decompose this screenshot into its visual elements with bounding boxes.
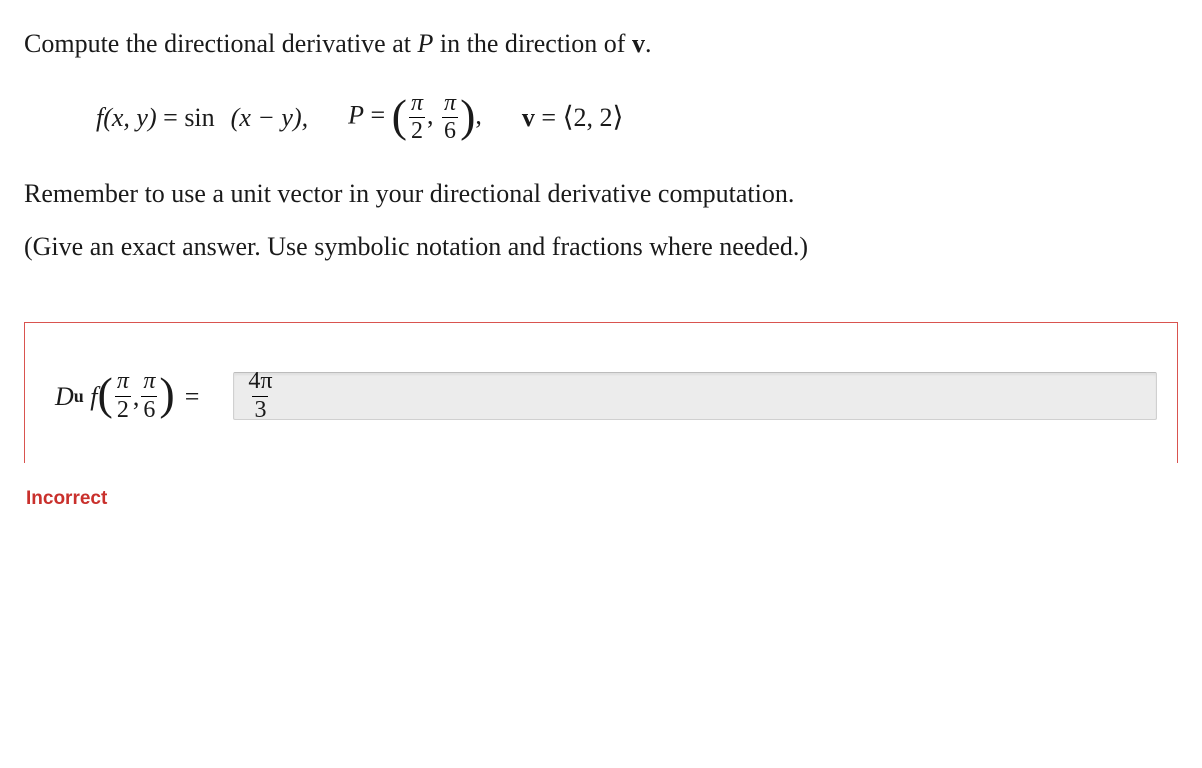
- v-label: v: [522, 103, 535, 132]
- P-equals: =: [364, 101, 392, 130]
- P-label: P: [348, 101, 364, 130]
- sin-args: (x − y),: [231, 103, 308, 132]
- P-comma: ,: [427, 101, 434, 130]
- answer-value-num: 4π: [246, 369, 274, 395]
- function-def: f(x, y) = sin(x − y),: [96, 98, 308, 137]
- f-symbol: f: [90, 377, 97, 416]
- answer-input-wrap: 4π3: [233, 372, 1157, 420]
- vector-var: v: [632, 29, 645, 58]
- angle-right: ⟩: [613, 102, 624, 133]
- equals: =: [157, 103, 185, 132]
- P-y-num: π: [442, 91, 458, 117]
- P-y-den: 6: [442, 117, 458, 144]
- f-args: (x, y): [103, 103, 156, 132]
- ans-x-num: π: [115, 369, 131, 395]
- answer-value-frac: 4π3: [246, 369, 274, 422]
- ans-y-den: 6: [141, 396, 157, 423]
- P-trail: ,: [475, 101, 482, 130]
- answer-label: Du f(π2, π6) =: [55, 369, 205, 422]
- answer-box: Du f(π2, π6) = 4π3: [24, 322, 1178, 462]
- status-badge: Incorrect: [26, 485, 1178, 514]
- angle-left: ⟨: [563, 102, 574, 133]
- answer-value-den: 3: [252, 396, 268, 423]
- question-text: Compute the directional derivative at P …: [24, 24, 1178, 63]
- sin: sin: [184, 103, 214, 132]
- ans-y-frac: π6: [141, 369, 157, 422]
- intro-text-2: in the direction of: [433, 29, 632, 58]
- ans-x-frac: π2: [115, 369, 131, 422]
- P-y-frac: π6: [442, 91, 458, 144]
- ans-equals: =: [185, 377, 200, 416]
- u-subscript: u: [74, 383, 84, 410]
- point-def: P = (π2, π6),: [348, 91, 482, 144]
- ans-x-den: 2: [115, 396, 131, 423]
- point-var: P: [417, 29, 433, 58]
- period: .: [645, 29, 652, 58]
- P-x-frac: π2: [409, 91, 425, 144]
- D-symbol: D: [55, 377, 74, 416]
- formula-row: f(x, y) = sin(x − y), P = (π2, π6), v = …: [96, 91, 1178, 144]
- v-values: 2, 2: [574, 103, 613, 132]
- note-unit-vector: Remember to use a unit vector in your di…: [24, 174, 1178, 213]
- answer-input[interactable]: 4π3: [233, 372, 1157, 420]
- v-equals: =: [535, 103, 563, 132]
- ans-y-num: π: [141, 369, 157, 395]
- P-x-num: π: [409, 91, 425, 117]
- ans-comma: ,: [133, 377, 140, 416]
- intro-text: Compute the directional derivative at: [24, 29, 417, 58]
- P-x-den: 2: [409, 117, 425, 144]
- vector-def: v = ⟨2, 2⟩: [522, 97, 624, 139]
- note-exact-answer: (Give an exact answer. Use symbolic nota…: [24, 227, 1178, 266]
